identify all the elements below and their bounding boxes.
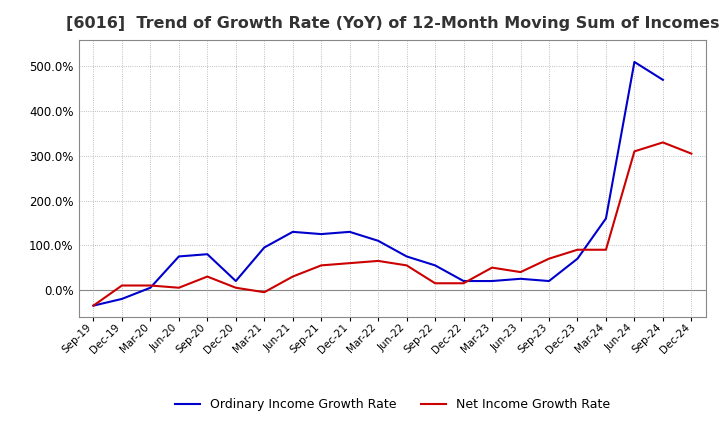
Net Income Growth Rate (317, 263, 325, 268)
Title: [6016]  Trend of Growth Rate (YoY) of 12-Month Moving Sum of Incomes: [6016] Trend of Growth Rate (YoY) of 12-… (66, 16, 719, 32)
Net Income Growth Rate (174, 285, 183, 290)
Ordinary Income Growth Rate (573, 256, 582, 261)
Net Income Growth Rate (374, 258, 382, 264)
Legend: Ordinary Income Growth Rate, Net Income Growth Rate: Ordinary Income Growth Rate, Net Income … (170, 393, 615, 416)
Ordinary Income Growth Rate (516, 276, 525, 282)
Ordinary Income Growth Rate (117, 296, 126, 301)
Ordinary Income Growth Rate (174, 254, 183, 259)
Net Income Growth Rate (89, 303, 98, 308)
Ordinary Income Growth Rate (289, 229, 297, 235)
Net Income Growth Rate (630, 149, 639, 154)
Net Income Growth Rate (487, 265, 496, 270)
Net Income Growth Rate (602, 247, 611, 253)
Net Income Growth Rate (459, 281, 468, 286)
Ordinary Income Growth Rate (459, 279, 468, 284)
Ordinary Income Growth Rate (630, 59, 639, 65)
Line: Net Income Growth Rate: Net Income Growth Rate (94, 143, 691, 306)
Ordinary Income Growth Rate (232, 279, 240, 284)
Ordinary Income Growth Rate (146, 285, 155, 290)
Net Income Growth Rate (117, 283, 126, 288)
Ordinary Income Growth Rate (346, 229, 354, 235)
Ordinary Income Growth Rate (487, 279, 496, 284)
Net Income Growth Rate (289, 274, 297, 279)
Net Income Growth Rate (146, 283, 155, 288)
Net Income Growth Rate (402, 263, 411, 268)
Ordinary Income Growth Rate (260, 245, 269, 250)
Net Income Growth Rate (232, 285, 240, 290)
Net Income Growth Rate (545, 256, 554, 261)
Net Income Growth Rate (203, 274, 212, 279)
Ordinary Income Growth Rate (545, 279, 554, 284)
Ordinary Income Growth Rate (602, 216, 611, 221)
Ordinary Income Growth Rate (203, 252, 212, 257)
Net Income Growth Rate (516, 269, 525, 275)
Net Income Growth Rate (346, 260, 354, 266)
Net Income Growth Rate (431, 281, 439, 286)
Line: Ordinary Income Growth Rate: Ordinary Income Growth Rate (94, 62, 663, 306)
Net Income Growth Rate (659, 140, 667, 145)
Ordinary Income Growth Rate (317, 231, 325, 237)
Net Income Growth Rate (260, 290, 269, 295)
Ordinary Income Growth Rate (374, 238, 382, 243)
Ordinary Income Growth Rate (431, 263, 439, 268)
Net Income Growth Rate (687, 151, 696, 156)
Ordinary Income Growth Rate (402, 254, 411, 259)
Ordinary Income Growth Rate (89, 303, 98, 308)
Ordinary Income Growth Rate (659, 77, 667, 82)
Net Income Growth Rate (573, 247, 582, 253)
